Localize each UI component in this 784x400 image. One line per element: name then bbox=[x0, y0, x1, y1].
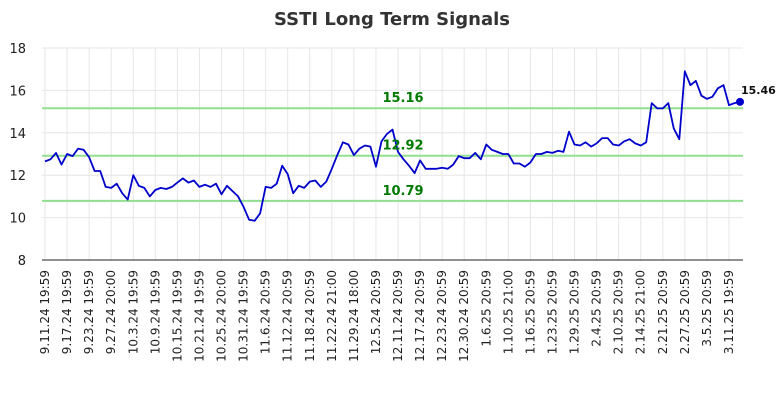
y-tick-label: 8 bbox=[18, 254, 26, 269]
y-tick-label: 10 bbox=[9, 212, 26, 227]
price-series-line bbox=[44, 70, 741, 222]
x-tick-label: 9.17.24 19:59 bbox=[60, 270, 74, 354]
last-price-marker bbox=[736, 97, 744, 106]
x-tick-label: 9.27.24 20:00 bbox=[104, 270, 118, 354]
x-tick-label: 9.11.24 19:59 bbox=[38, 270, 52, 354]
x-tick-label: 10.9.24 19:59 bbox=[148, 270, 162, 354]
x-tick-label: 10.15.24 19:59 bbox=[170, 270, 184, 362]
x-tick-label: 2.10.25 20:59 bbox=[612, 270, 626, 354]
x-tick-label: 3.5.25 20:59 bbox=[700, 270, 714, 347]
x-tick-label: 10.25.24 20:00 bbox=[215, 270, 229, 362]
x-tick-label: 2.27.25 20:59 bbox=[678, 270, 692, 354]
x-tick-label: 2.21.25 20:59 bbox=[656, 270, 670, 354]
x-tick-label: 2.14.25 21:00 bbox=[634, 270, 648, 354]
x-tick-label: 11.6.24 20:59 bbox=[259, 270, 273, 354]
x-tick-label: 11.18.24 20:59 bbox=[303, 270, 317, 362]
label-layer: 15.16 12.92 10.79 15.46 bbox=[382, 84, 776, 199]
y-tick-label: 18 bbox=[9, 42, 26, 57]
signal-level-label: 12.92 bbox=[382, 139, 423, 154]
axis-layer: 8 10 12 14 16 18 9.11.24 19:59 9.17.24 19:59 9.2… bbox=[9, 42, 743, 362]
x-tick-label: 1.10.25 21:00 bbox=[501, 270, 515, 354]
last-price-label: 15.46 bbox=[741, 84, 776, 97]
chart-title: SSTI Long Term Signals bbox=[274, 9, 510, 30]
y-tick-label: 16 bbox=[9, 84, 26, 99]
grid-layer bbox=[42, 47, 743, 261]
y-tick-label: 14 bbox=[9, 127, 26, 142]
level-layer bbox=[42, 107, 743, 202]
x-tick-label: 12.30.24 20:59 bbox=[457, 270, 471, 362]
x-tick-label: 10.21.24 19:59 bbox=[192, 270, 206, 362]
x-tick-label: 12.11.24 20:59 bbox=[391, 270, 405, 362]
series-layer bbox=[44, 70, 744, 222]
x-tick-label: 12.23.24 20:59 bbox=[435, 270, 449, 362]
x-tick-label: 1.6.25 20:59 bbox=[479, 270, 493, 347]
x-tick-label: 2.4.25 20:59 bbox=[590, 270, 604, 347]
x-tick-label: 10.31.24 19:59 bbox=[237, 270, 251, 362]
x-tick-label: 12.5.24 20:59 bbox=[369, 270, 383, 354]
signal-level-label: 15.16 bbox=[382, 91, 423, 106]
x-tick-label: 1.23.25 20:59 bbox=[545, 270, 559, 354]
x-tick-label: 1.29.25 20:59 bbox=[568, 270, 582, 354]
x-tick-label: 11.29.24 18:00 bbox=[347, 270, 361, 362]
x-tick-label: 3.11.25 19:59 bbox=[722, 270, 736, 354]
x-tick-label: 12.17.24 20:59 bbox=[413, 270, 427, 362]
x-tick-label: 11.22.24 21:00 bbox=[325, 270, 339, 362]
x-tick-label: 10.3.24 19:59 bbox=[126, 270, 140, 354]
y-tick-label: 12 bbox=[9, 169, 26, 184]
x-tick-label: 11.12.24 20:59 bbox=[281, 270, 295, 362]
x-tick-label: 9.23.24 19:59 bbox=[82, 270, 96, 354]
x-tick-label: 1.16.25 20:59 bbox=[523, 270, 537, 354]
signal-level-label: 10.79 bbox=[382, 184, 423, 199]
